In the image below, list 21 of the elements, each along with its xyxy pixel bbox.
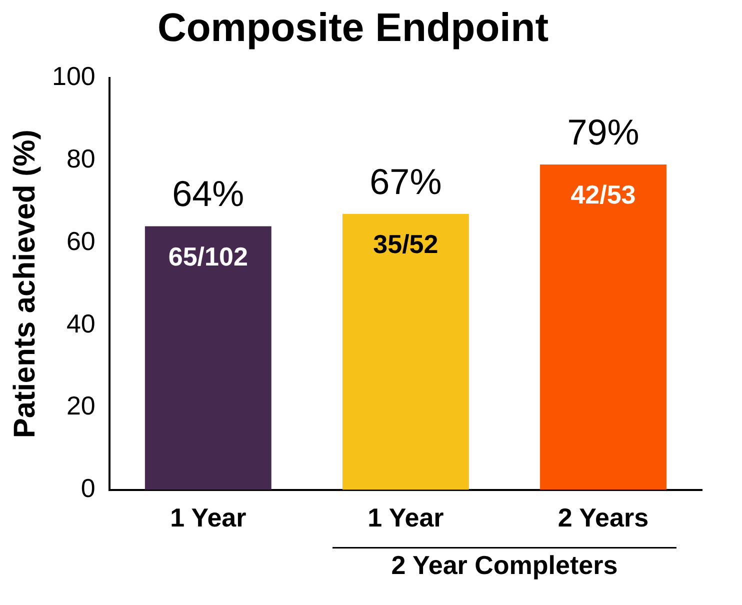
y-tick-label: 80 [66, 144, 96, 174]
bar [540, 164, 666, 490]
chart-title: Composite Endpoint [157, 6, 549, 50]
annotation: 35/52 [373, 229, 438, 260]
annotation: 65/102 [168, 241, 248, 272]
y-tick-label: 60 [66, 226, 96, 256]
data-label: 67% [370, 160, 442, 202]
data-label: 64% [172, 173, 244, 214]
bar [144, 226, 272, 490]
y-tick-label: 20 [66, 390, 96, 421]
y-tick-label: 0 [80, 472, 96, 503]
y-tick-label: 100 [52, 61, 96, 92]
y-tick-label: 40 [66, 308, 96, 338]
bar [342, 214, 469, 490]
x-tick-label: 1 Year [170, 502, 246, 533]
data-label: 79% [567, 111, 640, 152]
x-tick-label: 1 Year [368, 502, 444, 533]
text: 2 Year Completers [391, 550, 618, 580]
x-tick-label: 2 Years [558, 502, 649, 533]
y-axis-title: Patients achieved (%) [8, 130, 42, 438]
annotation: 42/53 [570, 180, 636, 210]
